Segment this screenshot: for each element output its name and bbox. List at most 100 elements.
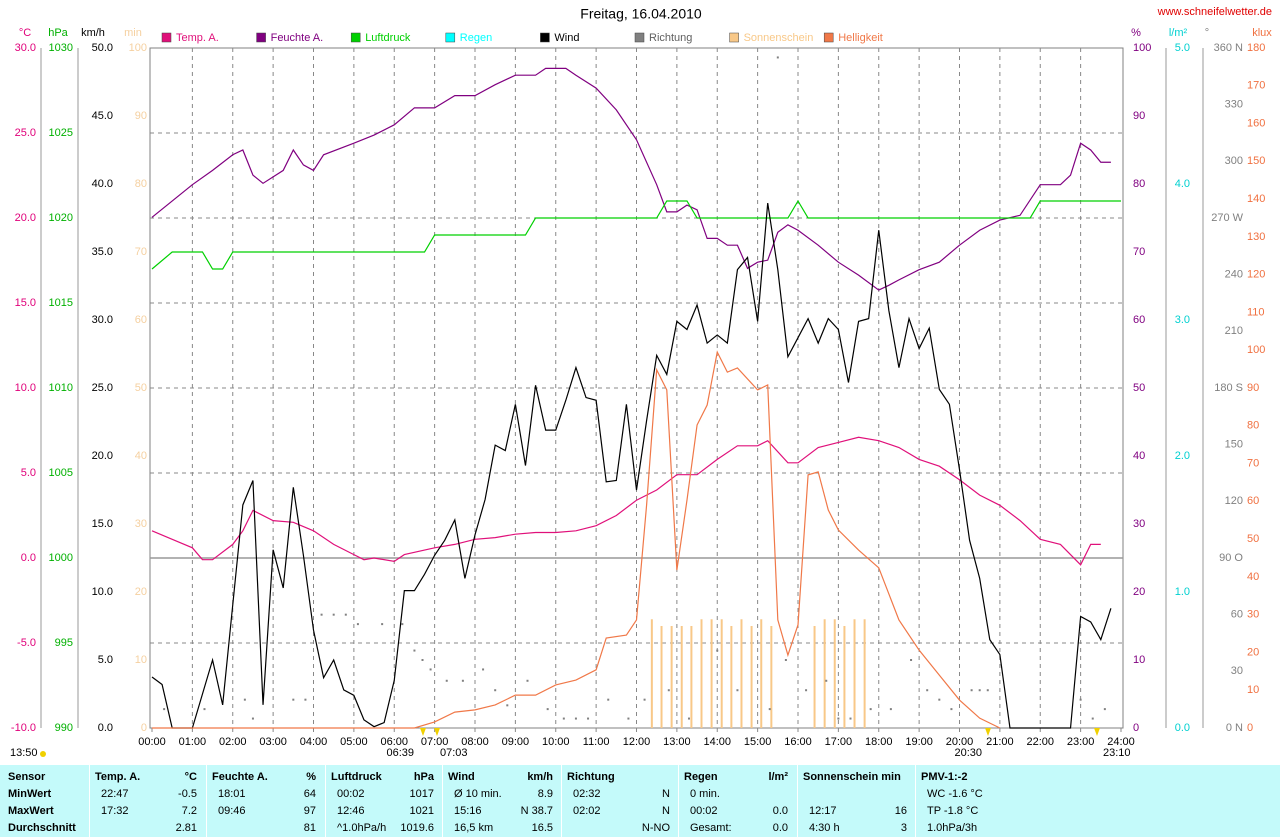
x-tick-label: 11:00: [583, 736, 610, 748]
column-title: Richtung: [567, 771, 615, 783]
y-tick-label: 100: [1247, 344, 1265, 356]
direction-dot: [849, 717, 852, 720]
y-tick-label: 140: [1247, 193, 1265, 205]
direction-dot: [926, 689, 929, 692]
y-tick-label: 1010: [49, 382, 73, 394]
legend-label: Richtung: [649, 32, 692, 44]
cell-right: 1019.6: [400, 822, 434, 834]
y-tick-label: 5.0: [1175, 42, 1190, 54]
y-tick-label: 0: [141, 722, 147, 734]
column-title: Feuchte A.: [212, 771, 268, 783]
axis-unit: °C: [19, 27, 31, 39]
y-tick-label: 60: [135, 314, 147, 326]
legend-label: Temp. A.: [176, 32, 219, 44]
direction-dot: [889, 708, 892, 711]
x-tick-label: 15:00: [744, 736, 772, 748]
x-tick-label: 20:00: [946, 736, 974, 748]
y-tick-label: 1015: [49, 297, 73, 309]
cell-left: 0 min.: [690, 788, 720, 800]
y-tick-label: 270 W: [1211, 212, 1243, 224]
direction-dot: [776, 56, 779, 59]
x-tick-label: 19:00: [905, 736, 933, 748]
column-title: PMV-1:-2: [921, 771, 968, 783]
cell-right: N 38.7: [520, 805, 553, 817]
y-tick-label: 0 N: [1226, 722, 1243, 734]
cell-left: 15:16: [454, 805, 482, 817]
y-tick-label: 300: [1225, 155, 1243, 167]
direction-dot: [292, 698, 295, 701]
sun-marker: [434, 728, 440, 736]
direction-dot: [251, 717, 254, 720]
series-line: [151, 67, 1111, 291]
cell-right: N: [662, 788, 670, 800]
y-tick-label: 50: [1247, 533, 1259, 545]
direction-dot: [869, 708, 872, 711]
column-unit: °C: [184, 771, 197, 783]
x-tick-label: 04:00: [300, 736, 328, 748]
y-tick-label: 35.0: [92, 246, 113, 258]
y-tick-label: 20.0: [15, 212, 36, 224]
axis-unit: km/h: [81, 27, 105, 39]
y-tick-label: 90: [1133, 110, 1145, 122]
y-tick-label: 20.0: [92, 450, 113, 462]
direction-dot: [716, 649, 719, 652]
source-url[interactable]: www.schneifelwetter.de: [1157, 6, 1272, 18]
y-tick-label: 45.0: [92, 110, 113, 122]
x-tick-label: 08:00: [461, 736, 489, 748]
y-tick-label: 1025: [49, 127, 73, 139]
cell-right: 1017: [409, 788, 434, 800]
y-tick-label: 170: [1247, 80, 1265, 92]
y-tick-label: 150: [1225, 439, 1243, 451]
y-tick-label: 100: [1133, 42, 1151, 54]
x-tick-label: 02:00: [219, 736, 247, 748]
direction-dot: [825, 679, 828, 682]
legend-swatch: [729, 32, 739, 43]
sun-time: 23:10: [1103, 747, 1131, 759]
direction-dot: [805, 689, 808, 692]
column-unit: hPa: [413, 771, 434, 783]
direction-dot: [1091, 717, 1094, 720]
cell-right: N-NO: [641, 822, 670, 834]
y-tick-label: 0: [1247, 722, 1253, 734]
y-tick-label: -5.0: [17, 637, 36, 649]
y-tick-label: 330: [1225, 99, 1243, 111]
x-tick-label: 23:00: [1067, 736, 1095, 748]
y-tick-label: 30: [1133, 518, 1145, 530]
y-tick-label: -10.0: [11, 722, 36, 734]
y-tick-label: 2.0: [1175, 450, 1190, 462]
direction-dot: [986, 689, 989, 692]
column-unit: l/m²: [768, 771, 788, 783]
y-tick-label: 70: [135, 246, 147, 258]
y-tick-label: 180 S: [1214, 382, 1243, 394]
y-tick-label: 90: [1247, 382, 1259, 394]
x-tick-label: 07:00: [421, 736, 449, 748]
cell-left: 22:47: [101, 788, 129, 800]
y-tick-label: 150: [1247, 155, 1265, 167]
y-tick-label: 40.0: [92, 178, 113, 190]
y-tick-label: 70: [1133, 246, 1145, 258]
cell-left: TP -1.8 °C: [927, 805, 979, 817]
y-tick-label: 10: [135, 654, 147, 666]
y-tick-label: 30: [1231, 665, 1243, 677]
sun-marker: [1094, 728, 1100, 736]
x-tick-label: 01:00: [179, 736, 207, 748]
direction-dot: [587, 717, 590, 720]
cell-left: 02:32: [573, 788, 601, 800]
legend-swatch: [256, 32, 266, 43]
direction-dot: [506, 704, 509, 707]
direction-dot: [562, 717, 565, 720]
direction-dot: [768, 708, 771, 711]
y-tick-label: 25.0: [92, 382, 113, 394]
axis-unit: hPa: [48, 27, 68, 39]
column-separator: [561, 765, 562, 837]
y-tick-label: 100: [129, 42, 147, 54]
cell-left: Ø 10 min.: [454, 788, 502, 800]
column-separator: [325, 765, 326, 837]
x-tick-label: 05:00: [340, 736, 368, 748]
y-tick-label: 15.0: [92, 518, 113, 530]
y-tick-label: 50.0: [92, 42, 113, 54]
cell-right: 0.0: [772, 805, 788, 817]
cell-right: 81: [303, 822, 316, 834]
direction-dot: [978, 689, 981, 692]
